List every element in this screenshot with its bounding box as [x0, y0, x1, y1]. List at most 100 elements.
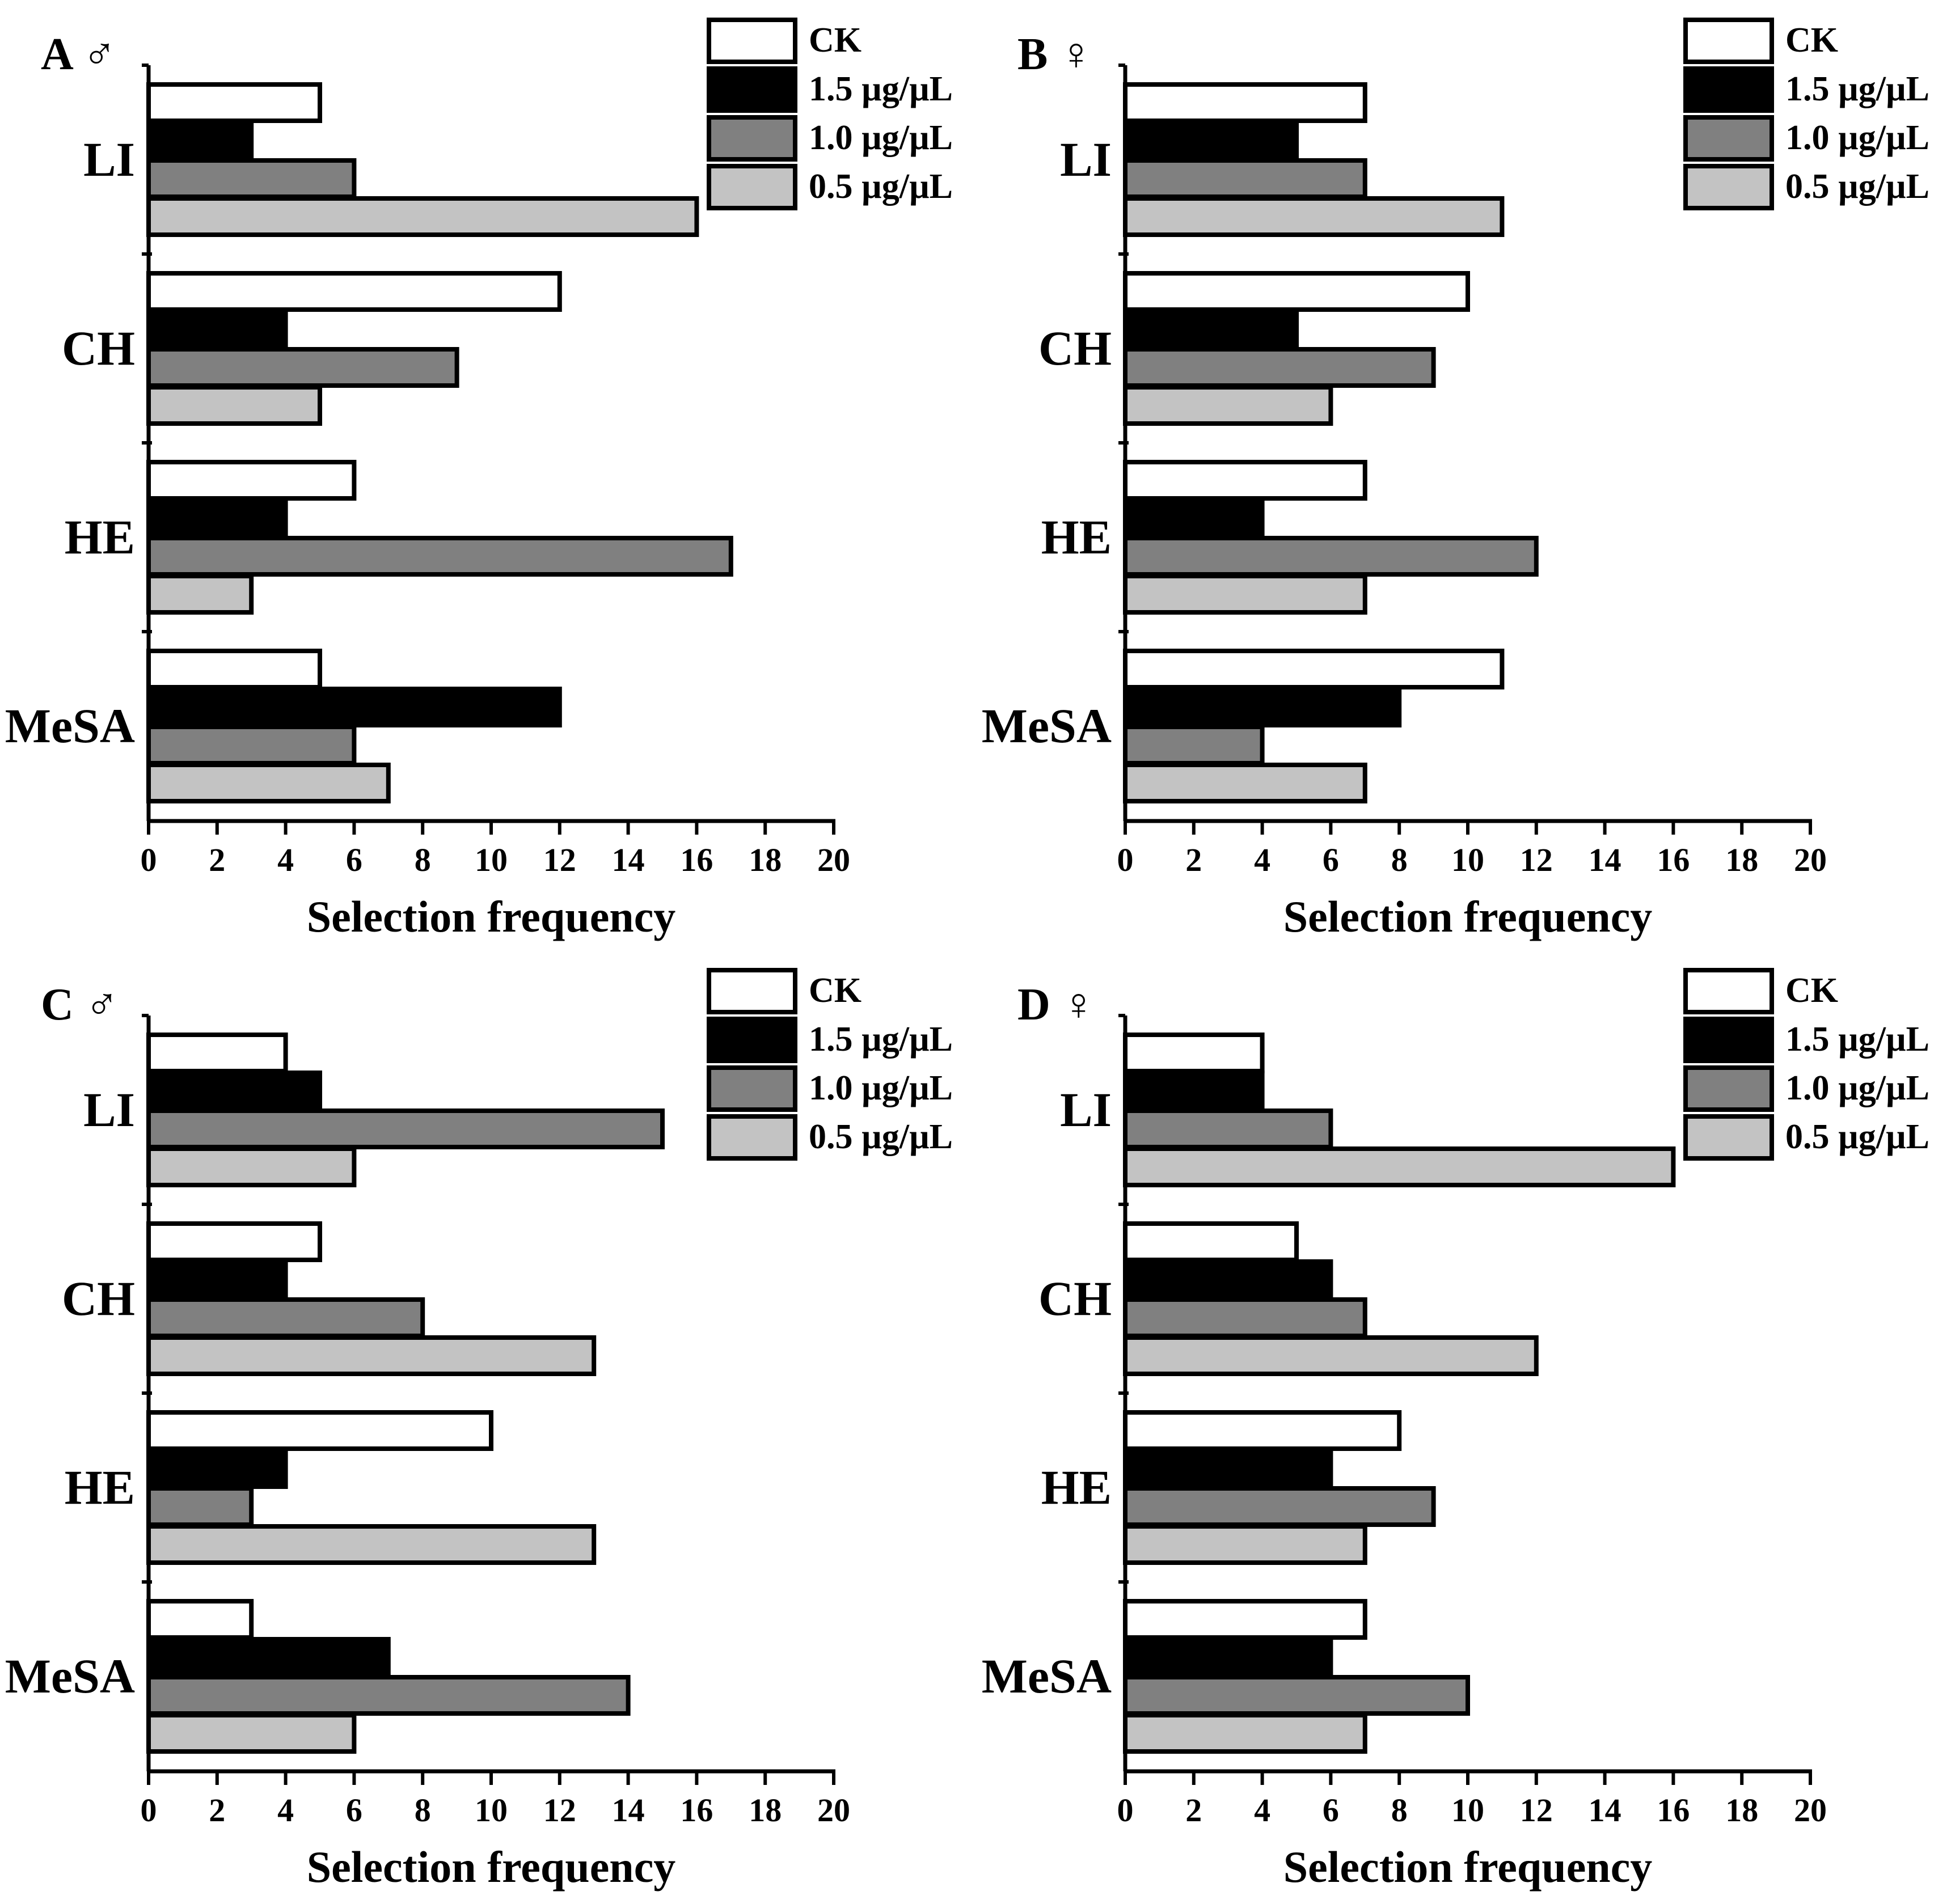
legend-swatch-ck: [707, 968, 797, 1014]
bar-mesa-ck: [146, 1599, 254, 1640]
legend-label-1-5-g-l: 1.5 µg/µL: [1785, 1020, 1929, 1059]
category-label-mesa: MeSA: [982, 699, 1112, 753]
bar-ch-1-5-g-l: [146, 1259, 288, 1300]
x-tick-label-14: 14: [612, 841, 645, 878]
category-label-ch: CH: [1038, 321, 1112, 375]
x-axis-title: Selection frequency: [307, 892, 676, 941]
x-axis-title: Selection frequency: [1283, 892, 1653, 941]
bar-mesa-1-0-g-l: [1123, 725, 1265, 765]
panel-label: A ♂: [41, 29, 116, 79]
bar-mesa-1-5-g-l: [1123, 687, 1402, 727]
x-tick-label-0: 0: [1117, 1792, 1134, 1829]
category-label-li: LI: [1060, 1082, 1112, 1137]
bar-ch-1-5-g-l: [146, 309, 288, 350]
x-tick-label-12: 12: [1520, 841, 1553, 878]
bar-he-ck: [146, 1410, 493, 1451]
x-tick-label-12: 12: [543, 1792, 576, 1829]
bar-he-0-5-g-l: [146, 574, 254, 615]
bar-li-0-5-g-l: [1123, 196, 1505, 237]
x-tick-label-18: 18: [1725, 841, 1758, 878]
x-tick-label-16: 16: [1657, 1792, 1690, 1829]
bar-ch-1-5-g-l: [1123, 309, 1299, 350]
legend-label-1-5-g-l: 1.5 µg/µL: [1785, 70, 1929, 108]
bar-ch-1-5-g-l: [1123, 1259, 1333, 1300]
category-label-ch: CH: [1038, 1271, 1112, 1326]
panel-c: LI CH HE MeSA 0 2 4 6 8 10 12 14 16 18 20 Selection fre…: [5, 968, 953, 1892]
legend-swatch-1-5-g-l: [1683, 66, 1774, 113]
x-tick-label-20: 20: [1794, 841, 1827, 878]
bar-mesa-ck: [1123, 1599, 1367, 1640]
bar-li-1-0-g-l: [146, 1108, 665, 1149]
x-tick-label-4: 4: [1254, 1792, 1270, 1829]
x-axis-title: Selection frequency: [1283, 1842, 1653, 1892]
x-tick-label-16: 16: [680, 841, 713, 878]
legend-swatch-1-0-g-l: [1683, 1065, 1774, 1112]
bar-li-1-5-g-l: [146, 120, 254, 161]
bar-he-ck: [1123, 1410, 1402, 1451]
x-tick-label-8: 8: [1391, 1792, 1408, 1829]
bar-li-1-0-g-l: [1123, 1108, 1333, 1149]
category-label-mesa: MeSA: [5, 1649, 135, 1703]
legend-swatch-0-5-g-l: [707, 1114, 797, 1161]
bar-he-0-5-g-l: [1123, 574, 1367, 615]
bar-he-1-5-g-l: [1123, 1448, 1333, 1489]
bar-mesa-1-5-g-l: [1123, 1637, 1333, 1678]
bar-ch-0-5-g-l: [1123, 1335, 1539, 1376]
bar-ch-ck: [1123, 271, 1470, 312]
category-label-li: LI: [1060, 132, 1112, 187]
legend-swatch-1-5-g-l: [707, 1017, 797, 1063]
bar-ch-1-0-g-l: [146, 1297, 425, 1338]
legend-swatch-ck: [1683, 18, 1774, 64]
x-tick-label-18: 18: [1725, 1792, 1758, 1829]
bar-he-1-5-g-l: [146, 498, 288, 539]
legend-label-0-5-g-l: 0.5 µg/µL: [809, 167, 953, 206]
bar-li-ck: [146, 82, 322, 123]
category-label-ch: CH: [62, 1271, 135, 1326]
legend-label-ck: CK: [1785, 971, 1838, 1010]
legend-label-ck: CK: [809, 971, 862, 1010]
category-label-mesa: MeSA: [5, 699, 135, 753]
bar-li-ck: [146, 1033, 288, 1073]
legend-swatch-ck: [1683, 968, 1774, 1014]
bar-li-1-5-g-l: [1123, 1071, 1265, 1111]
bar-ch-1-0-g-l: [1123, 1297, 1367, 1338]
bar-ch-1-0-g-l: [146, 347, 459, 388]
bar-ch-0-5-g-l: [146, 385, 322, 426]
bar-mesa-0-5-g-l: [146, 763, 391, 803]
bar-li-0-5-g-l: [146, 1146, 357, 1187]
bar-mesa-1-5-g-l: [146, 687, 562, 727]
panel-label: B ♀: [1017, 29, 1093, 79]
bar-he-1-0-g-l: [1123, 1486, 1436, 1527]
x-tick-label-10: 10: [475, 1792, 508, 1829]
legend-label-0-5-g-l: 0.5 µg/µL: [1785, 167, 1929, 206]
x-tick-label-12: 12: [543, 841, 576, 878]
x-tick-label-14: 14: [1589, 1792, 1621, 1829]
bar-mesa-1-0-g-l: [146, 1675, 631, 1716]
bar-ch-0-5-g-l: [1123, 385, 1333, 426]
legend-swatch-1-0-g-l: [707, 1065, 797, 1112]
x-tick-label-10: 10: [475, 841, 508, 878]
category-label-li: LI: [83, 132, 135, 187]
x-tick-label-18: 18: [749, 1792, 782, 1829]
x-tick-label-20: 20: [817, 841, 850, 878]
bar-he-1-0-g-l: [1123, 536, 1539, 577]
legend-swatch-0-5-g-l: [1683, 164, 1774, 210]
bar-he-1-0-g-l: [146, 1486, 254, 1527]
x-tick-label-0: 0: [141, 1792, 157, 1829]
bar-mesa-1-5-g-l: [146, 1637, 391, 1678]
panel-a: LI CH HE MeSA 0 2 4 6 8 10 12 14 16 18 20 Selection fre…: [5, 18, 953, 941]
x-tick-label-2: 2: [1185, 841, 1202, 878]
bar-he-0-5-g-l: [1123, 1524, 1367, 1565]
legend-label-1-0-g-l: 1.0 µg/µL: [1785, 119, 1929, 157]
x-tick-label-16: 16: [1657, 841, 1690, 878]
x-tick-label-6: 6: [346, 841, 362, 878]
x-axis-title: Selection frequency: [307, 1842, 676, 1892]
x-tick-label-2: 2: [1185, 1792, 1202, 1829]
legend-label-0-5-g-l: 0.5 µg/µL: [1785, 1118, 1929, 1156]
legend-label-ck: CK: [809, 21, 862, 60]
legend-label-1-5-g-l: 1.5 µg/µL: [809, 70, 953, 108]
panel-label: C ♂: [41, 980, 119, 1030]
bar-li-ck: [1123, 82, 1367, 123]
x-tick-label-12: 12: [1520, 1792, 1553, 1829]
x-tick-label-4: 4: [277, 1792, 294, 1829]
